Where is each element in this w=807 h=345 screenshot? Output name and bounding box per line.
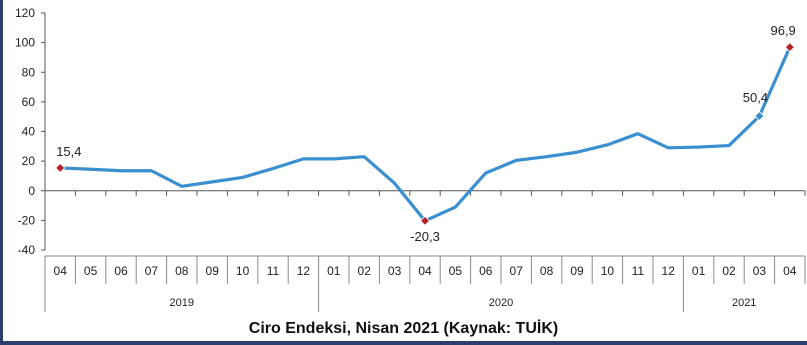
line-chart: 120 100 80 60 40 20 0 -20 -40 04 05 06 07 08 09 10 11 12 0… xyxy=(15,6,806,312)
x-tick-label: 03 xyxy=(388,264,402,278)
data-point-marker xyxy=(419,215,431,226)
x-tick-label: 07 xyxy=(510,264,524,278)
x-tick-label: 04 xyxy=(783,264,797,278)
x-tick-label: 02 xyxy=(358,264,372,278)
frame-bottom-border xyxy=(0,341,807,345)
x-tick-label: 11 xyxy=(632,264,645,278)
x-tick-label: 11 xyxy=(267,264,280,278)
data-label: 96,9 xyxy=(770,23,795,38)
x-tick-label: 08 xyxy=(175,264,189,278)
x-tick-label: 02 xyxy=(722,264,736,278)
x-tick-label: 04 xyxy=(54,264,68,278)
frame-left-border xyxy=(0,0,3,345)
series-line xyxy=(58,45,792,223)
x-tick-label: 01 xyxy=(327,264,341,278)
data-label: -20,3 xyxy=(410,229,440,244)
x-tick-label: 10 xyxy=(236,264,250,278)
y-tick-label: 20 xyxy=(22,154,36,168)
y-tick-label: 0 xyxy=(28,184,35,198)
x-tick-label: 12 xyxy=(662,264,676,278)
x-tick-label: 09 xyxy=(206,264,220,278)
x-tick-label: 06 xyxy=(479,264,493,278)
data-point-marker xyxy=(754,111,765,122)
x-tick-label: 01 xyxy=(692,264,706,278)
x-tick-label: 05 xyxy=(84,264,98,278)
y-tick-label: 80 xyxy=(22,65,36,79)
x-tick-label: 03 xyxy=(753,264,767,278)
y-tick-label: 100 xyxy=(15,36,35,50)
y-tick-label: -20 xyxy=(18,213,36,227)
x-tick-label: 07 xyxy=(145,264,159,278)
y-tick-label: -40 xyxy=(18,243,36,257)
x-tick-label: 10 xyxy=(601,264,615,278)
x-tick-label: 05 xyxy=(449,264,463,278)
x-tick-label: 08 xyxy=(540,264,554,278)
year-label: 2020 xyxy=(489,297,513,309)
data-point-marker xyxy=(55,162,66,174)
data-label: 50,4 xyxy=(743,90,768,105)
y-tick-label: 40 xyxy=(22,125,36,139)
data-label: 15,4 xyxy=(56,144,81,159)
data-point-marker xyxy=(784,42,795,53)
x-tick-label: 06 xyxy=(114,264,128,278)
x-tick-label: 04 xyxy=(418,264,432,278)
year-label: 2019 xyxy=(170,297,194,309)
x-tick-label: 09 xyxy=(570,264,584,278)
y-tick-label: 120 xyxy=(15,6,35,20)
chart-caption: Ciro Endeksi, Nisan 2021 (Kaynak: TUİK) xyxy=(248,320,559,337)
year-label: 2021 xyxy=(732,297,756,309)
y-tick-label: 60 xyxy=(22,95,36,109)
x-tick-label: 12 xyxy=(297,264,311,278)
